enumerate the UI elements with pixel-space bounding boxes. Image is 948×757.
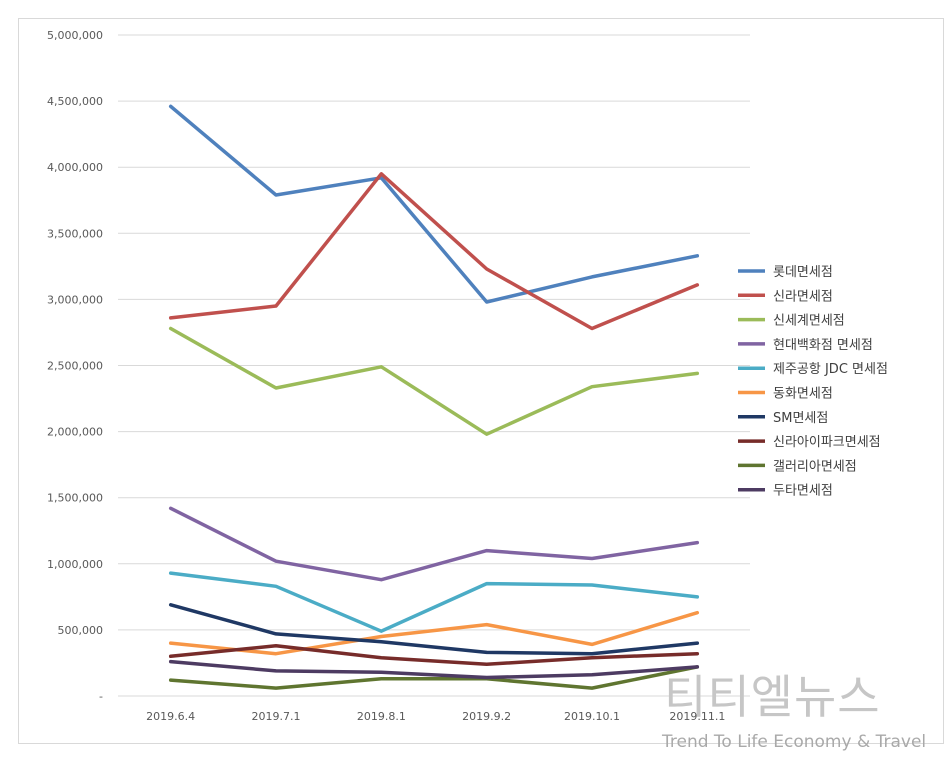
y-axis-tick-labels: - 500,000 1,000,000 1,500,000 2,000,000 2,500…	[47, 29, 103, 703]
y-tick-label: 1,500,000	[47, 492, 103, 505]
legend-item: 갤러리아면세점	[738, 459, 857, 474]
x-tick-label: 2019.9.2	[462, 710, 511, 723]
series-line-6	[168, 603, 700, 656]
legend-item: 롯데면세점	[738, 265, 833, 280]
y-tick-label: 2,000,000	[47, 426, 103, 439]
y-tick-label: 2,500,000	[47, 360, 103, 373]
series-line-0	[168, 104, 700, 304]
x-tick-label: 2019.7.1	[252, 710, 301, 723]
legend-label: 동화면세점	[773, 387, 833, 402]
legend-item: 신라아이파크면세점	[738, 435, 881, 450]
y-tick-label: 1,000,000	[47, 558, 103, 571]
legend-item: 현대백화점 면세점	[738, 338, 873, 353]
watermark-title: 티티엘뉴스	[664, 670, 881, 724]
watermark-tagline: Trend To Life Economy & Travel	[662, 732, 927, 752]
series-lines	[168, 104, 700, 690]
x-tick-label: 2019.11.1	[669, 710, 725, 723]
legend-label: 두타면세점	[773, 484, 833, 499]
legend-label: 제주공항 JDC 면세점	[773, 362, 888, 377]
legend-item: 신세계면세점	[738, 314, 845, 329]
legend-item: 두타면세점	[738, 484, 833, 499]
y-tick-label: 500,000	[58, 624, 104, 637]
chart-frame	[18, 18, 944, 744]
series-line-7	[168, 644, 700, 667]
x-tick-label: 2019.10.1	[564, 710, 620, 723]
legend-item: 신라면세점	[738, 289, 833, 304]
y-tick-label: 4,500,000	[47, 95, 103, 108]
series-line-5	[168, 610, 700, 656]
series-line-1	[168, 172, 700, 331]
series-line-2	[168, 326, 700, 436]
legend-label: 신라면세점	[773, 289, 833, 304]
legend-item: 제주공항 JDC 면세점	[738, 362, 888, 377]
y-tick-label: 3,500,000	[47, 227, 103, 240]
legend-label: SM면세점	[773, 411, 828, 426]
y-tick-label: 5,000,000	[47, 29, 103, 42]
legend-item: 동화면세점	[738, 387, 833, 402]
x-tick-label: 2019.6.4	[146, 710, 195, 723]
gridlines	[118, 34, 750, 697]
legend-label: 신라아이파크면세점	[773, 435, 881, 450]
y-tick-label: 3,000,000	[47, 293, 103, 306]
watermark-logo: 티티엘뉴스 Trend To Life Economy & Travel	[662, 672, 948, 754]
y-tick-label: -	[99, 690, 103, 703]
series-line-4	[168, 571, 700, 633]
legend-label: 롯데면세점	[773, 265, 833, 280]
legend-label: 신세계면세점	[773, 314, 845, 329]
x-tick-label: 2019.8.1	[357, 710, 406, 723]
y-tick-label: 4,000,000	[47, 161, 103, 174]
series-line-9	[168, 659, 700, 680]
series-line-3	[168, 506, 700, 582]
x-axis-tick-labels: 2019.6.4 2019.7.1 2019.8.1 2019.9.2 2019.10.…	[146, 710, 725, 723]
legend-label: 갤러리아면세점	[773, 459, 857, 474]
legend-label: 현대백화점 면세점	[773, 338, 873, 353]
series-line-8	[168, 665, 700, 690]
legend-item: SM면세점	[738, 411, 828, 426]
